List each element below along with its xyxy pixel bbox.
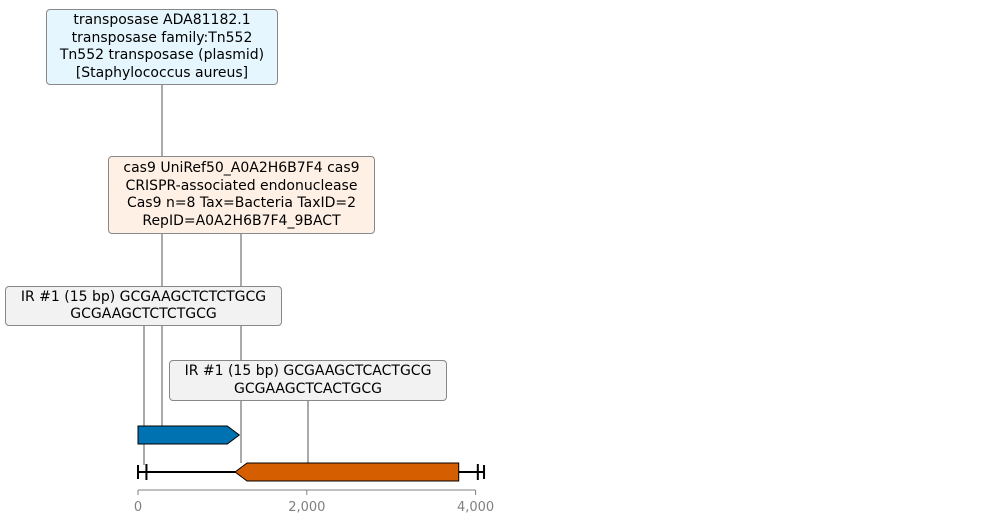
cas9-label-line-3: Cas9 n=8 Tax=Bacteria TaxID=2 [126, 195, 357, 211]
ir-left-label-line-1: IR #1 (15 bp) GCGAAGCTCTCTGCG [20, 288, 267, 305]
sequence-track [137, 425, 486, 482]
ir-right-label-box: IR #1 (15 bp) GCGAAGCTCACTGCG GCGAAGCTCA… [169, 360, 447, 401]
cas9-label-line-1: cas9 UniRef50_A0A2H6B7F4 cas9 [123, 160, 360, 176]
ir-left-label-box: IR #1 (15 bp) GCGAAGCTCTCTGCG GCGAAGCTCT… [5, 286, 282, 326]
ir-left-label-line-2: GCGAAGCTCTCTGCG [70, 306, 217, 322]
connector-lines [143, 85, 309, 465]
x-axis-tick-label: 4,000 [457, 500, 494, 515]
ir-right-label-line-1: IR #1 (15 bp) GCGAAGCTCACTGCG [184, 363, 432, 379]
x-axis-tick-label: 2,000 [288, 500, 325, 515]
cas9-gene-arrow [234, 462, 460, 482]
transposase-gene-arrow [137, 425, 241, 445]
transposase-label-line-4: [Staphylococcus aureus] [75, 64, 249, 81]
transposase-label-box: transposase ADA81182.1 transposase famil… [46, 9, 278, 85]
cas9-label-line-4: RepID=A0A2H6B7F4_9BACT [142, 212, 341, 229]
transposase-label-line-1: transposase ADA81182.1 [73, 12, 251, 28]
cas9-label-line-2: CRISPR-associated endonuclease [125, 177, 358, 194]
ir-right-label-line-2: GCGAAGCTCACTGCG [233, 380, 383, 397]
cas9-label-box: cas9 UniRef50_A0A2H6B7F4 cas9 CRISPR-ass… [108, 156, 375, 234]
x-axis-tick-label: 0 [134, 500, 142, 515]
transposase-label-line-2: transposase family:Tn552 [71, 29, 253, 46]
x-axis: 0 2,000 4,000 [134, 489, 494, 515]
transposase-label-line-3: Tn552 transposase (plasmid) [59, 47, 265, 63]
